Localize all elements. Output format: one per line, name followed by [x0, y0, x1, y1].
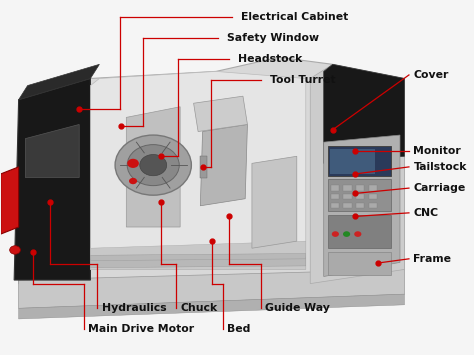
Bar	[344, 194, 352, 200]
Text: Tool Turret: Tool Turret	[270, 75, 336, 85]
Text: Cover: Cover	[413, 70, 449, 80]
Circle shape	[140, 154, 167, 176]
Text: Hydraulics: Hydraulics	[101, 303, 166, 313]
Text: Headstock: Headstock	[238, 54, 303, 64]
Bar	[356, 194, 364, 200]
Polygon shape	[18, 64, 100, 100]
Polygon shape	[324, 135, 400, 277]
Bar	[328, 179, 391, 211]
Polygon shape	[91, 71, 306, 269]
Bar	[330, 149, 375, 174]
Circle shape	[115, 135, 191, 195]
Bar	[369, 194, 377, 200]
Bar	[356, 203, 364, 208]
Circle shape	[9, 246, 20, 254]
Bar	[201, 156, 207, 178]
Polygon shape	[193, 96, 247, 132]
Bar	[328, 215, 391, 248]
Polygon shape	[324, 64, 404, 163]
Polygon shape	[91, 253, 306, 261]
Circle shape	[354, 231, 361, 237]
Polygon shape	[252, 156, 297, 248]
Polygon shape	[18, 57, 404, 284]
Circle shape	[343, 231, 350, 237]
Polygon shape	[14, 78, 91, 280]
Polygon shape	[18, 294, 404, 319]
Polygon shape	[310, 64, 404, 284]
Polygon shape	[0, 167, 18, 234]
Circle shape	[129, 178, 137, 184]
Text: Tailstock: Tailstock	[413, 162, 467, 172]
Polygon shape	[91, 257, 306, 268]
Text: Frame: Frame	[413, 254, 451, 264]
Bar	[356, 185, 364, 191]
Bar	[344, 203, 352, 208]
Bar	[331, 203, 339, 208]
Text: Safety Window: Safety Window	[227, 33, 319, 43]
Polygon shape	[26, 125, 79, 178]
Text: Bed: Bed	[227, 324, 251, 334]
Bar	[369, 185, 377, 191]
Polygon shape	[91, 241, 306, 269]
Text: Monitor: Monitor	[413, 146, 461, 156]
Circle shape	[332, 231, 339, 237]
Text: Electrical Cabinet: Electrical Cabinet	[241, 12, 348, 22]
Text: CNC: CNC	[413, 208, 438, 218]
Text: Chuck: Chuck	[180, 303, 217, 313]
Polygon shape	[18, 269, 404, 308]
Bar	[328, 146, 391, 176]
Text: Carriage: Carriage	[413, 183, 465, 193]
Bar	[344, 185, 352, 191]
Polygon shape	[126, 107, 180, 227]
Bar	[331, 194, 339, 200]
Bar	[328, 252, 391, 275]
Circle shape	[127, 144, 179, 186]
Bar	[369, 203, 377, 208]
Circle shape	[127, 159, 139, 168]
Text: Guide Way: Guide Way	[265, 303, 330, 313]
Bar	[331, 185, 339, 191]
Text: Main Drive Motor: Main Drive Motor	[88, 324, 194, 334]
Polygon shape	[201, 125, 247, 206]
